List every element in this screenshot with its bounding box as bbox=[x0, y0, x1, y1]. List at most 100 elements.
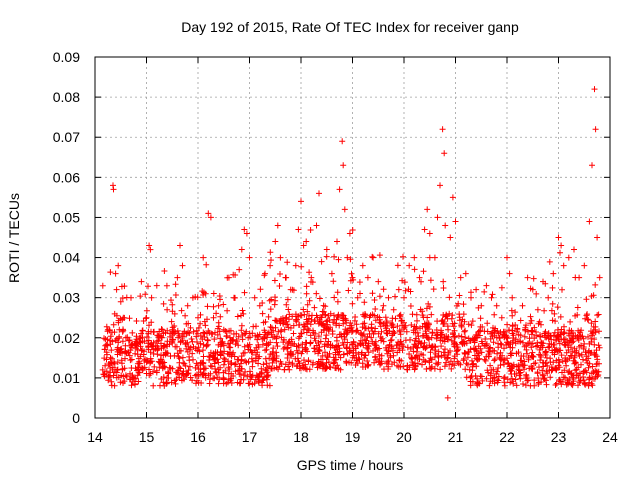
data-point bbox=[393, 342, 400, 349]
data-point bbox=[102, 336, 109, 343]
data-point bbox=[331, 312, 337, 319]
data-point bbox=[316, 363, 323, 370]
data-point bbox=[107, 333, 114, 340]
data-point bbox=[542, 328, 549, 335]
data-point bbox=[368, 321, 375, 328]
data-point bbox=[570, 378, 577, 385]
data-point bbox=[248, 355, 255, 362]
data-point bbox=[434, 361, 441, 368]
data-point bbox=[227, 334, 233, 341]
data-point bbox=[581, 340, 588, 347]
data-point bbox=[195, 324, 202, 331]
data-point bbox=[267, 351, 274, 358]
data-point bbox=[420, 332, 427, 339]
data-point bbox=[122, 348, 129, 355]
data-point bbox=[425, 320, 432, 327]
data-point bbox=[135, 366, 142, 373]
data-point bbox=[512, 309, 519, 316]
data-point bbox=[207, 214, 214, 221]
data-point bbox=[199, 288, 206, 295]
data-point bbox=[575, 327, 582, 334]
data-point bbox=[485, 348, 492, 354]
data-point bbox=[547, 374, 554, 381]
data-point bbox=[128, 356, 135, 363]
data-point bbox=[101, 370, 108, 377]
data-point bbox=[332, 351, 339, 358]
data-point bbox=[115, 319, 122, 326]
data-point bbox=[234, 313, 241, 320]
data-point bbox=[583, 353, 590, 360]
data-point bbox=[576, 379, 583, 386]
data-point bbox=[177, 365, 184, 372]
data-point bbox=[349, 341, 356, 348]
data-point bbox=[540, 363, 547, 370]
data-point bbox=[359, 332, 366, 339]
data-point bbox=[119, 295, 126, 302]
data-point bbox=[565, 342, 572, 349]
data-point bbox=[596, 328, 602, 335]
data-point bbox=[264, 369, 271, 376]
data-point bbox=[424, 314, 431, 321]
data-point bbox=[578, 351, 585, 358]
data-point bbox=[537, 357, 544, 364]
data-point bbox=[483, 340, 490, 347]
x-tick-label: 18 bbox=[293, 429, 309, 445]
data-point bbox=[185, 329, 192, 336]
data-point bbox=[402, 337, 409, 344]
data-point bbox=[509, 312, 516, 319]
data-point bbox=[372, 325, 379, 332]
data-point bbox=[582, 381, 589, 388]
data-point bbox=[563, 362, 570, 369]
data-point bbox=[226, 327, 233, 334]
data-point bbox=[359, 262, 366, 269]
data-point bbox=[331, 357, 338, 363]
data-point bbox=[114, 351, 121, 358]
data-point bbox=[349, 327, 356, 334]
data-point bbox=[495, 330, 502, 337]
data-point bbox=[451, 353, 458, 360]
data-point bbox=[203, 261, 210, 268]
data-point bbox=[512, 340, 519, 347]
data-point bbox=[194, 377, 200, 384]
data-point bbox=[500, 328, 507, 335]
data-point bbox=[554, 304, 561, 311]
data-point bbox=[120, 327, 127, 334]
data-point bbox=[404, 344, 411, 351]
data-point bbox=[522, 382, 529, 389]
data-point bbox=[464, 354, 471, 361]
data-point bbox=[214, 331, 221, 338]
data-point bbox=[211, 356, 218, 363]
data-point bbox=[265, 372, 272, 378]
data-point bbox=[282, 361, 289, 368]
data-point bbox=[551, 329, 558, 336]
data-point bbox=[392, 293, 398, 300]
y-tick-label: 0.02 bbox=[53, 330, 80, 346]
data-point bbox=[283, 274, 290, 281]
data-point bbox=[555, 362, 562, 369]
y-axis-ticks: 0 0.01 0.02 0.03 0.04 0.05 0.06 0.07 0.08 0.09 bbox=[53, 49, 610, 426]
data-point bbox=[109, 338, 116, 345]
data-point bbox=[240, 372, 247, 379]
data-point bbox=[468, 289, 474, 296]
data-point bbox=[534, 342, 541, 349]
data-point bbox=[352, 362, 359, 368]
data-point bbox=[235, 367, 241, 374]
data-point bbox=[259, 377, 266, 384]
data-point bbox=[284, 340, 291, 347]
data-point bbox=[577, 377, 584, 384]
data-point bbox=[283, 318, 290, 325]
data-point bbox=[270, 345, 277, 352]
data-point bbox=[481, 288, 488, 295]
data-point bbox=[427, 349, 434, 356]
data-point bbox=[411, 254, 418, 261]
data-point bbox=[542, 351, 549, 358]
data-point bbox=[204, 303, 211, 310]
data-point bbox=[525, 356, 532, 363]
data-point bbox=[560, 374, 567, 381]
data-point bbox=[295, 358, 302, 365]
data-point bbox=[307, 227, 314, 233]
data-point bbox=[426, 359, 433, 366]
data-point bbox=[199, 336, 206, 343]
